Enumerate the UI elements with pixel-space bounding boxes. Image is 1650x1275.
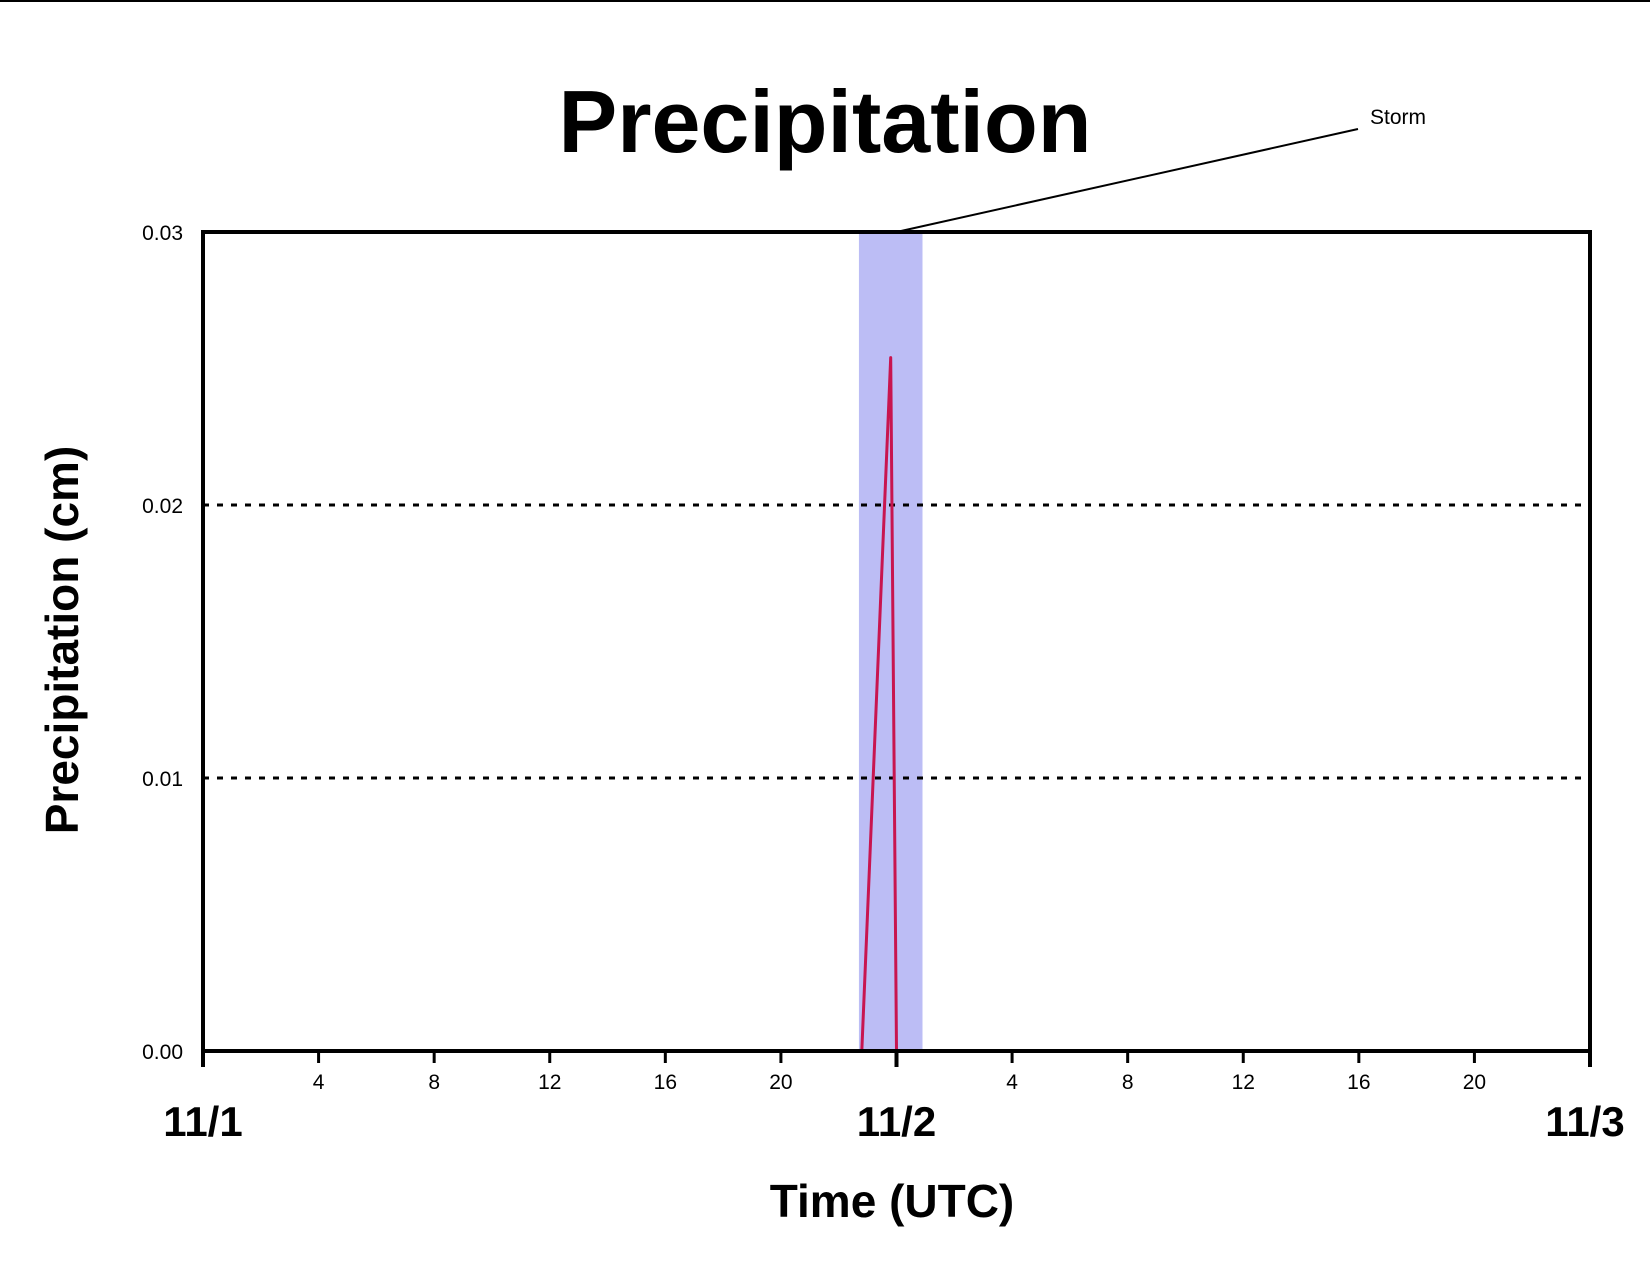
x-tick-label: 12 [538, 1071, 561, 1094]
storm-shaded-region [858, 232, 923, 1051]
x-tick-label: 12 [1232, 1071, 1255, 1094]
x-tick-label: 4 [1006, 1071, 1018, 1094]
day-tick-label: 11/1 [163, 1098, 242, 1145]
annotation-layer: Storm [896, 106, 1426, 233]
chart-title: Precipitation [559, 72, 1092, 171]
day-tick-label: 11/2 [857, 1098, 936, 1145]
y-tick-label: 0.01 [142, 768, 183, 791]
y-tick-label: 0.00 [142, 1041, 183, 1064]
x-tick-label: 8 [428, 1071, 440, 1094]
y-tick-label: 0.03 [142, 222, 183, 245]
x-tick-label: 16 [654, 1071, 677, 1094]
tick-layer: 0.00 0.01 0.02 0.03 4 8 12 16 20 4 8 12 16 20 11/1 11/2… [142, 222, 1625, 1145]
x-tick-label: 16 [1347, 1071, 1370, 1094]
x-tick-label: 8 [1122, 1071, 1134, 1094]
x-axis-label: Time (UTC) [770, 1175, 1015, 1227]
x-tick-label: 20 [1463, 1071, 1486, 1094]
storm-shade-layer [858, 232, 923, 1051]
storm-leader-line [896, 128, 1359, 233]
y-tick-label: 0.02 [142, 495, 183, 518]
x-tick-label: 4 [313, 1071, 325, 1094]
x-tick-label: 20 [769, 1071, 792, 1094]
y-axis-label: Precipitation (cm) [36, 446, 88, 835]
storm-annotation-label: Storm [1370, 106, 1426, 129]
day-tick-label: 11/3 [1545, 1098, 1624, 1145]
